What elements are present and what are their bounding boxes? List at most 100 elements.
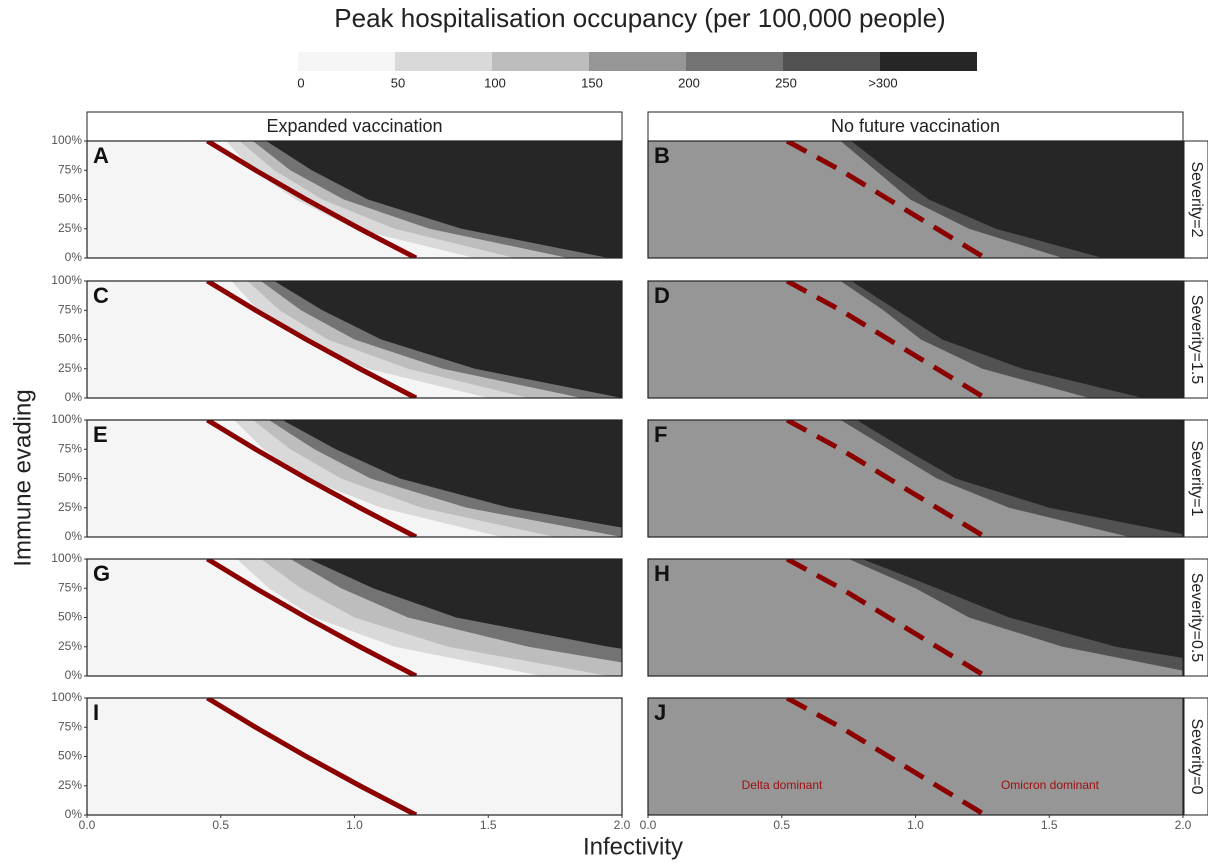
panel-label: B bbox=[654, 143, 670, 168]
y-tick-label: 0% bbox=[65, 250, 83, 264]
panel bbox=[648, 141, 1183, 258]
panel-label: C bbox=[93, 283, 109, 308]
y-tick-label: 0% bbox=[65, 529, 83, 543]
panel-border bbox=[647, 558, 1184, 677]
y-tick-label: 25% bbox=[58, 361, 82, 375]
contour-region bbox=[856, 420, 1183, 535]
legend-tick-label: 50 bbox=[391, 75, 405, 90]
reference-line bbox=[206, 559, 418, 676]
x-tick-label: 0.0 bbox=[640, 818, 657, 832]
y-tick-label: 25% bbox=[58, 221, 82, 235]
legend-tick-label: 0 bbox=[297, 75, 304, 90]
panel-border bbox=[647, 419, 1184, 538]
y-tick-label: 50% bbox=[58, 610, 82, 624]
y-tick-label: 100% bbox=[51, 690, 82, 704]
legend-swatch bbox=[589, 52, 686, 71]
column-strip-label: Expanded vaccination bbox=[266, 116, 442, 136]
contour-region bbox=[282, 420, 622, 528]
x-tick-label: 0.0 bbox=[79, 818, 96, 832]
panel-label: E bbox=[93, 422, 108, 447]
row-strip-label: Severity=0 bbox=[1188, 718, 1205, 794]
y-tick-label: 75% bbox=[58, 302, 82, 316]
legend-tick-label: 100 bbox=[484, 75, 506, 90]
contour-region bbox=[851, 141, 1183, 258]
legend-tick-label: >300 bbox=[868, 75, 897, 90]
panel-label: A bbox=[93, 143, 109, 168]
panel bbox=[87, 559, 622, 676]
y-tick-label: 100% bbox=[51, 551, 82, 565]
x-tick-label: 1.0 bbox=[907, 818, 924, 832]
y-tick-label: 100% bbox=[51, 273, 82, 287]
panel-background bbox=[648, 698, 1183, 815]
legend-swatch bbox=[686, 52, 783, 71]
column-strip bbox=[86, 111, 623, 142]
reference-line bbox=[785, 559, 987, 676]
y-tick-label: 25% bbox=[58, 778, 82, 792]
panel-border bbox=[647, 140, 1184, 259]
reference-line bbox=[206, 141, 418, 258]
contour-region bbox=[274, 281, 622, 398]
reference-line bbox=[206, 698, 418, 815]
panel bbox=[648, 420, 1183, 537]
x-tick-label: 1.0 bbox=[346, 818, 363, 832]
reference-line bbox=[785, 420, 987, 537]
reference-line bbox=[785, 698, 987, 815]
row-strip bbox=[1183, 140, 1208, 259]
y-tick-label: 100% bbox=[51, 133, 82, 147]
contour-region bbox=[266, 141, 622, 258]
column-strip bbox=[647, 111, 1184, 142]
annotation: Delta dominant bbox=[742, 778, 823, 792]
panel-label: D bbox=[654, 283, 670, 308]
legend-swatch bbox=[492, 52, 589, 71]
contour-region bbox=[862, 559, 1183, 658]
legend-swatch bbox=[298, 52, 395, 71]
y-tick-label: 50% bbox=[58, 192, 82, 206]
panel-label: G bbox=[93, 561, 110, 586]
y-tick-label: 75% bbox=[58, 719, 82, 733]
y-tick-label: 100% bbox=[51, 412, 82, 426]
panel bbox=[87, 420, 622, 537]
row-strip bbox=[1183, 697, 1208, 816]
x-tick-label: 2.0 bbox=[1175, 818, 1192, 832]
panel-background bbox=[87, 698, 622, 815]
column-strip-label: No future vaccination bbox=[831, 116, 1000, 136]
x-axis-label: Infectivity bbox=[583, 833, 683, 860]
y-tick-label: 25% bbox=[58, 639, 82, 653]
y-tick-label: 0% bbox=[65, 807, 83, 821]
row-strip-label: Severity=1 bbox=[1188, 440, 1205, 516]
reference-line bbox=[785, 141, 987, 258]
x-tick-label: 2.0 bbox=[614, 818, 631, 832]
panel-border bbox=[647, 280, 1184, 399]
row-strip bbox=[1183, 558, 1208, 677]
legend-swatch bbox=[395, 52, 492, 71]
x-tick-label: 0.5 bbox=[212, 818, 229, 832]
y-tick-label: 75% bbox=[58, 441, 82, 455]
panel bbox=[648, 559, 1183, 676]
y-tick-label: 50% bbox=[58, 332, 82, 346]
y-tick-label: 0% bbox=[65, 668, 83, 682]
panel-label: I bbox=[93, 700, 99, 725]
legend-swatch bbox=[880, 52, 977, 71]
chart-title: Peak hospitalisation occupancy (per 100,… bbox=[334, 3, 945, 33]
y-tick-label: 0% bbox=[65, 390, 83, 404]
y-tick-label: 50% bbox=[58, 471, 82, 485]
x-tick-label: 1.5 bbox=[480, 818, 497, 832]
legend-swatch bbox=[783, 52, 880, 71]
panel bbox=[648, 281, 1183, 398]
panel bbox=[648, 698, 1183, 815]
contour-region bbox=[851, 281, 1183, 398]
row-strip-label: Severity=0.5 bbox=[1188, 573, 1205, 662]
legend-tick-label: 150 bbox=[581, 75, 603, 90]
row-strip bbox=[1183, 280, 1208, 399]
panel bbox=[87, 141, 622, 258]
y-axis-label: Immune evading bbox=[9, 389, 36, 566]
panel bbox=[87, 281, 622, 398]
y-tick-label: 75% bbox=[58, 162, 82, 176]
y-tick-label: 75% bbox=[58, 580, 82, 594]
row-strip-label: Severity=1.5 bbox=[1188, 295, 1205, 384]
y-tick-label: 25% bbox=[58, 500, 82, 514]
panel-label: H bbox=[654, 561, 670, 586]
reference-line bbox=[206, 420, 418, 537]
annotation: Omicron dominant bbox=[1001, 778, 1100, 792]
